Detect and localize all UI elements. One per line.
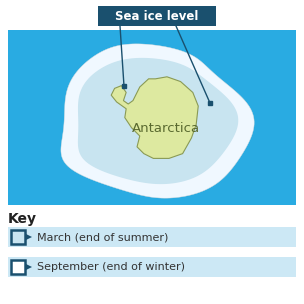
Polygon shape — [111, 77, 198, 158]
Polygon shape — [25, 264, 32, 271]
Bar — [8, 227, 296, 247]
Polygon shape — [25, 233, 32, 240]
Polygon shape — [78, 58, 238, 184]
Bar — [11, 230, 25, 244]
Text: March (end of summer): March (end of summer) — [37, 232, 168, 242]
Polygon shape — [61, 44, 254, 198]
Bar — [98, 6, 216, 26]
Bar — [11, 260, 25, 274]
Bar — [8, 30, 296, 205]
Text: Sea ice level: Sea ice level — [115, 9, 199, 22]
Text: September (end of winter): September (end of winter) — [37, 262, 185, 272]
Text: Key: Key — [8, 212, 37, 226]
Bar — [8, 257, 296, 277]
Text: Antarctica: Antarctica — [132, 123, 200, 136]
